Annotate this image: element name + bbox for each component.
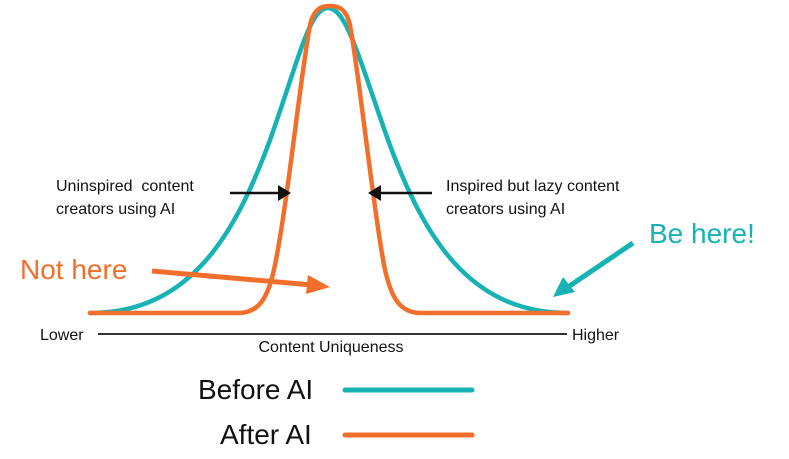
left-arrow — [230, 185, 291, 201]
legend-after-label: After AI — [220, 419, 312, 450]
axis-low-label: Lower — [40, 327, 84, 344]
left-annotation-line2: creators using AI — [56, 201, 175, 218]
left-annotation-line1: Uninspired content — [56, 178, 194, 195]
be-here-arrow — [553, 240, 635, 297]
right-arrow — [368, 185, 432, 201]
axis-high-label: Higher — [572, 327, 620, 344]
after-ai-curve — [87, 3, 571, 316]
axis-title: Content Uniqueness — [259, 339, 404, 356]
be-here-label: Be here! — [649, 218, 755, 249]
legend-before-label: Before AI — [198, 374, 313, 405]
before-ai-curve — [87, 5, 571, 316]
not-here-label: Not here — [20, 254, 127, 285]
right-annotation-line1: Inspired but lazy content — [446, 178, 620, 195]
not-here-arrow — [151, 268, 330, 294]
right-annotation-line2: creators using AI — [446, 201, 565, 218]
